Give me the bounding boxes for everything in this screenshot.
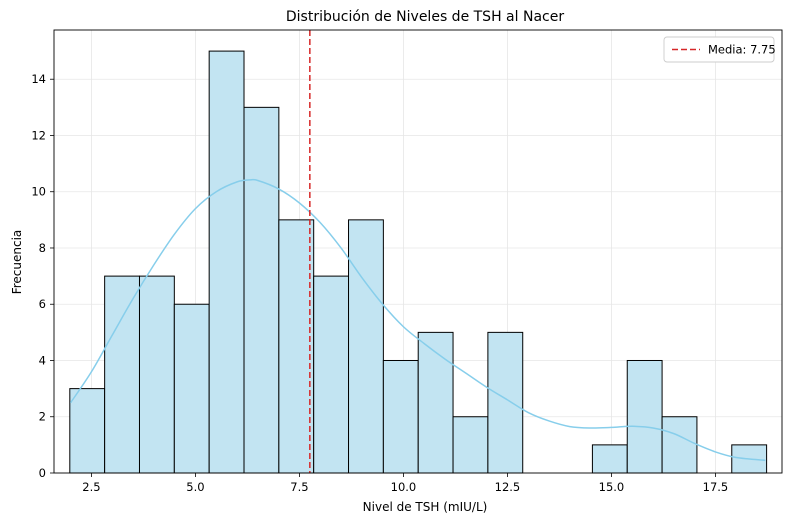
y-tick-label: 10 bbox=[31, 185, 46, 199]
histogram-bar bbox=[626, 359, 663, 474]
x-tick-label: 17.5 bbox=[703, 480, 729, 494]
x-tick-label: 12.5 bbox=[495, 480, 521, 494]
histogram-bar bbox=[104, 275, 140, 474]
x-axis-label: Nivel de TSH (mIU/L) bbox=[363, 500, 488, 514]
histogram-bar bbox=[661, 416, 698, 474]
histogram-bar bbox=[138, 275, 175, 474]
y-tick-label: 4 bbox=[39, 353, 46, 367]
x-tick-label: 10.0 bbox=[391, 480, 417, 494]
histogram-bar bbox=[382, 359, 419, 474]
y-tick-label: 6 bbox=[39, 297, 46, 311]
kde-curve bbox=[70, 178, 766, 462]
plot-area: 2.5 5.0 7.5 10.0 12.5 15.0 17.5 0 2 4 6 8 10 12 14 Medi… bbox=[31, 29, 783, 494]
y-tick-label: 14 bbox=[31, 72, 46, 86]
histogram-bar bbox=[69, 388, 106, 474]
axes-frame bbox=[53, 29, 783, 474]
histogram-bar bbox=[591, 444, 628, 474]
x-tick-label: 7.5 bbox=[290, 480, 308, 494]
histogram-bar bbox=[452, 416, 489, 474]
histogram-bar bbox=[313, 275, 350, 474]
y-tick-label: 8 bbox=[39, 241, 46, 255]
histogram-bar bbox=[487, 331, 524, 474]
y-axis-label: Frecuencia bbox=[10, 230, 24, 295]
histogram-bar bbox=[417, 331, 454, 474]
legend-box bbox=[663, 36, 775, 63]
x-tick-label: 15.0 bbox=[599, 480, 625, 494]
legend-label: Media: 7.75 bbox=[708, 43, 776, 57]
y-tick-label: 12 bbox=[31, 128, 46, 142]
x-tick-label: 5.0 bbox=[186, 480, 204, 494]
histogram-bar bbox=[173, 303, 210, 474]
x-tick-label: 2.5 bbox=[82, 480, 100, 494]
histogram-bar bbox=[208, 50, 245, 474]
histogram-bar bbox=[278, 219, 315, 474]
chart-title: Distribución de Niveles de TSH al Nacer bbox=[286, 9, 564, 25]
histogram-bar bbox=[348, 219, 384, 474]
y-tick-label: 2 bbox=[39, 410, 46, 424]
histogram-bar bbox=[243, 106, 280, 474]
y-tick-label: 0 bbox=[39, 466, 46, 480]
